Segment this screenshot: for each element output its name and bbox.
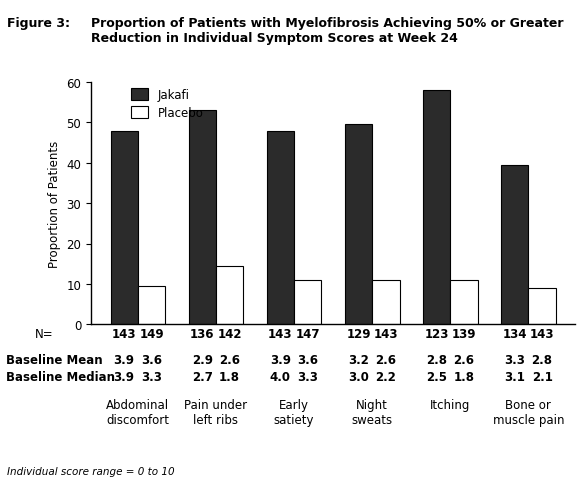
Text: 2.9: 2.9 [192,354,213,366]
Text: 2.6: 2.6 [219,354,240,366]
Bar [345,125,372,325]
Text: 147: 147 [295,328,320,341]
Y-axis label: Proportion of Patients: Proportion of Patients [48,140,61,267]
Text: 1.8: 1.8 [453,370,474,383]
Text: 143: 143 [373,328,398,341]
Text: 149: 149 [139,328,164,341]
Text: 3.1: 3.1 [504,370,525,383]
Text: 2.1: 2.1 [532,370,552,383]
Text: 2.6: 2.6 [375,354,396,366]
Bar [450,280,478,325]
Text: Figure 3:: Figure 3: [7,17,70,30]
Text: 4.0: 4.0 [270,370,291,383]
Bar [188,111,216,325]
Text: Bone or
muscle pain: Bone or muscle pain [492,398,564,426]
Text: 3.9: 3.9 [114,370,134,383]
Text: 123: 123 [424,328,449,341]
Bar [423,91,450,325]
Text: Individual score range = 0 to 10: Individual score range = 0 to 10 [7,466,175,476]
Text: Proportion of Patients with Myelofibrosis Achieving 50% or Greater
Reduction in : Proportion of Patients with Myelofibrosi… [91,17,564,45]
Bar [501,165,528,325]
Text: Pain under
left ribs: Pain under left ribs [184,398,248,426]
Bar [372,280,400,325]
Text: 3.3: 3.3 [504,354,525,366]
Text: Early
satiety: Early satiety [274,398,314,426]
Text: 3.9: 3.9 [270,354,291,366]
Bar [294,280,322,325]
Text: 143: 143 [530,328,554,341]
Text: 2.6: 2.6 [453,354,474,366]
Text: 2.8: 2.8 [426,354,447,366]
Text: 142: 142 [217,328,242,341]
Text: 143: 143 [268,328,293,341]
Text: Baseline Mean: Baseline Mean [6,354,103,366]
Text: 2.5: 2.5 [426,370,447,383]
Text: 129: 129 [346,328,371,341]
Text: 134: 134 [502,328,527,341]
Text: 139: 139 [452,328,476,341]
Bar [528,288,556,325]
Text: 3.6: 3.6 [141,354,162,366]
Text: 2.7: 2.7 [192,370,212,383]
Text: 3.3: 3.3 [141,370,162,383]
Text: N=: N= [35,328,54,341]
Text: 3.2: 3.2 [348,354,369,366]
Legend: Jakafi, Placebo: Jakafi, Placebo [131,89,204,120]
Text: Baseline Median: Baseline Median [6,370,115,383]
Bar [110,131,138,325]
Text: 3.9: 3.9 [114,354,134,366]
Text: 3.3: 3.3 [297,370,318,383]
Text: 136: 136 [190,328,214,341]
Text: Abdominal
discomfort: Abdominal discomfort [106,398,170,426]
Text: 143: 143 [112,328,136,341]
Bar [138,286,165,325]
Text: 2.2: 2.2 [376,370,396,383]
Text: Itching: Itching [430,398,470,411]
Text: 2.8: 2.8 [532,354,552,366]
Text: 3.0: 3.0 [348,370,369,383]
Text: Night
sweats: Night sweats [352,398,393,426]
Bar [266,131,294,325]
Text: 1.8: 1.8 [219,370,240,383]
Text: 3.6: 3.6 [297,354,318,366]
Bar [216,266,243,325]
